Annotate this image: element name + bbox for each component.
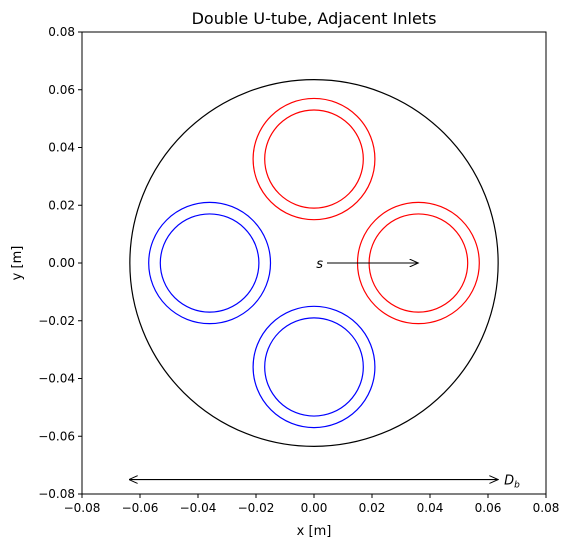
plot-area: s Db (129, 79, 520, 491)
x-tick-label: 0.04 (417, 501, 444, 515)
x-tick-label: −0.04 (180, 501, 217, 515)
x-axis-label: x [m] (297, 524, 332, 539)
y-tick-label: 0.02 (48, 198, 75, 212)
pipe-1-outer-wall (252, 97, 376, 221)
shank-spacing-label: s (316, 257, 323, 272)
pipe-3-outer-wall (252, 305, 376, 429)
borehole-diameter-label: Db (504, 474, 520, 491)
y-tick-label: 0.00 (48, 256, 75, 270)
pipe-1-inner-wall (264, 109, 364, 209)
y-tick-label: 0.06 (48, 83, 75, 97)
pipe-3-inner-wall (264, 317, 364, 417)
y-tick-label: 0.04 (48, 141, 75, 155)
y-tick-label: 0.08 (48, 25, 75, 39)
y-tick-label: −0.08 (38, 487, 75, 501)
y-axis-label: y [m] (10, 246, 25, 281)
y-tick-label: −0.06 (38, 429, 75, 443)
x-tick-label: 0.06 (475, 501, 502, 515)
chart-title: Double U-tube, Adjacent Inlets (192, 9, 437, 28)
x-tick-label: −0.02 (238, 501, 275, 515)
x-tick-label: 0.02 (359, 501, 386, 515)
borehole-wall (129, 79, 499, 447)
y-tick-label: −0.04 (38, 372, 75, 386)
x-tick-label: 0.08 (533, 501, 560, 515)
y-tick-label: −0.02 (38, 314, 75, 328)
x-tick-label: −0.06 (122, 501, 159, 515)
x-tick-label: −0.08 (64, 501, 101, 515)
pipe-2-outer-wall (148, 201, 272, 325)
axis-ticks: −0.08 −0.06 −0.04 −0.02 0.00 0.02 0.04 0.06 0.08… (38, 25, 559, 515)
pipe-2-inner-wall (159, 213, 260, 313)
plot-frame (81, 31, 547, 495)
borehole-diameter-subscript: b (514, 481, 520, 491)
x-tick-label: 0.00 (301, 501, 328, 515)
